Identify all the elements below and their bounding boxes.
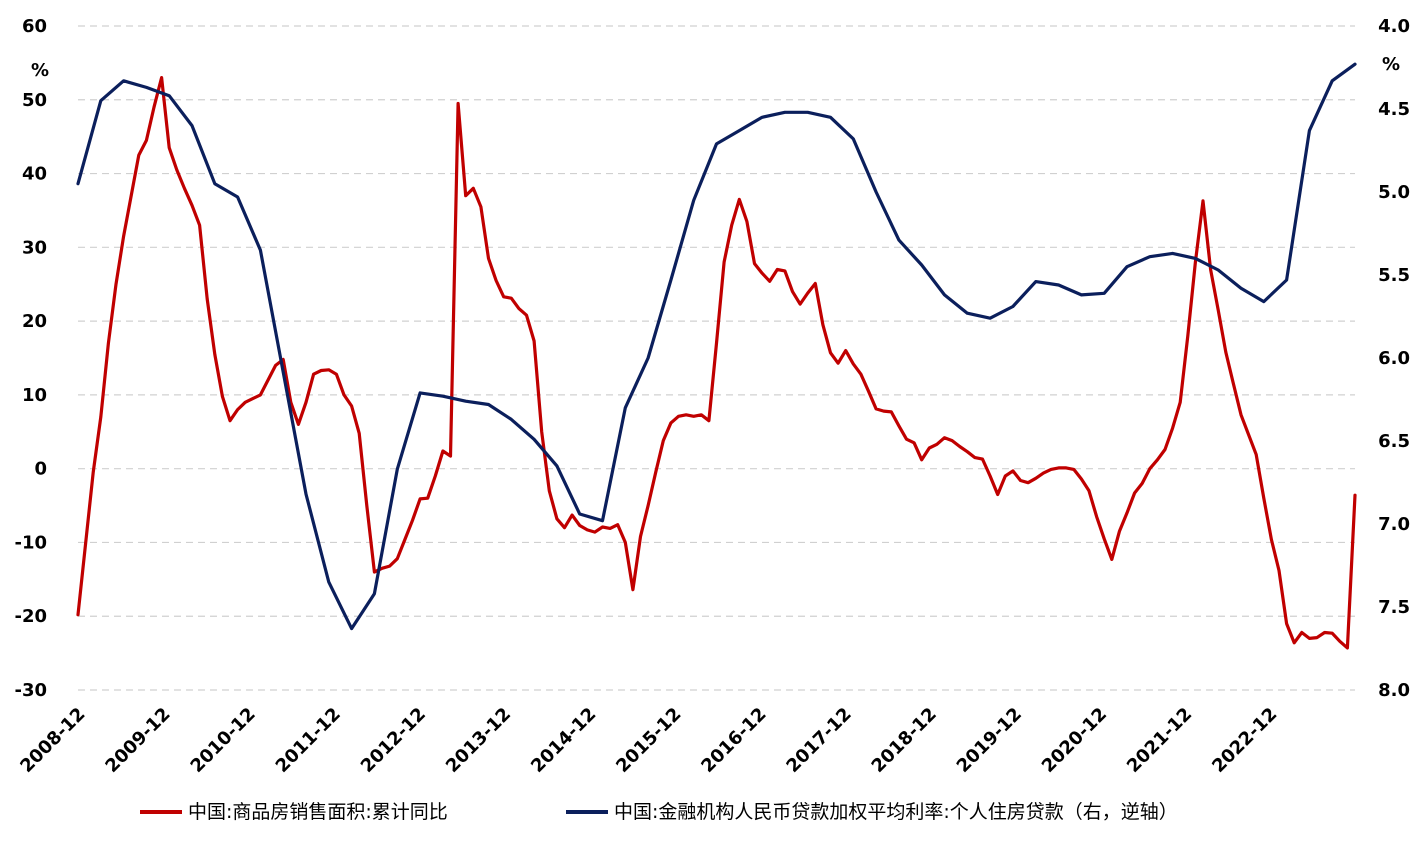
left-tick-label: 0: [34, 459, 47, 480]
series-lines: [76, 62, 1357, 650]
x-tick-label: 2021-12: [1123, 704, 1196, 777]
x-tick-label: 2018-12: [868, 704, 941, 777]
left-tick-label: 30: [22, 237, 47, 258]
series-line-sales-area-yoy: [76, 76, 1357, 650]
right-tick-label: 6.5: [1378, 431, 1410, 452]
left-tick-label: -20: [14, 606, 47, 627]
right-tick-label: 7.5: [1378, 597, 1410, 618]
x-tick-label: 2009-12: [101, 704, 174, 777]
left-axis-ticks: 60 50 40 30 20 10 0 -10 -20 -30: [14, 16, 47, 701]
legend-label-sales: 中国:商品房销售面积:累计同比: [188, 801, 448, 823]
x-tick-label: 2008-12: [16, 704, 89, 777]
grid-lines: [78, 25, 1355, 691]
x-tick-label: 2011-12: [272, 704, 345, 777]
x-tick-label: 2016-12: [697, 704, 770, 777]
x-tick-label: 2012-12: [357, 704, 430, 777]
series-line-mortgage-rate: [76, 62, 1357, 631]
x-tick-label: 2010-12: [187, 704, 260, 777]
x-tick-label: 2019-12: [953, 704, 1026, 777]
left-tick-label: 50: [22, 90, 47, 111]
legend: 中国:商品房销售面积:累计同比 中国:金融机构人民币贷款加权平均利率:个人住房贷…: [140, 801, 1178, 823]
x-tick-label: 2014-12: [527, 704, 600, 777]
x-tick-label: 2020-12: [1038, 704, 1111, 777]
right-tick-label: 8.0: [1378, 680, 1410, 701]
left-tick-label: 60: [22, 16, 47, 37]
x-tick-label: 2017-12: [782, 704, 855, 777]
left-tick-label: 10: [22, 385, 47, 406]
legend-label-mortgage-rate: 中国:金融机构人民币贷款加权平均利率:个人住房贷款（右，逆轴）: [614, 801, 1178, 823]
right-axis-unit: %: [1382, 54, 1400, 75]
right-tick-label: 4.5: [1378, 99, 1410, 120]
left-tick-label: -30: [14, 680, 47, 701]
x-tick-label: 2015-12: [612, 704, 685, 777]
right-tick-label: 7.0: [1378, 514, 1410, 535]
right-tick-label: 6.0: [1378, 348, 1410, 369]
left-axis-unit: %: [31, 60, 49, 81]
left-tick-label: 40: [22, 164, 47, 185]
left-tick-label: 20: [22, 311, 47, 332]
x-tick-label: 2022-12: [1208, 704, 1281, 777]
right-tick-label: 4.0: [1378, 16, 1410, 37]
right-axis-ticks: 4.0 4.5 5.0 5.5 6.0 6.5 7.0 7.5 8.0: [1378, 16, 1410, 701]
x-tick-label: 2013-12: [442, 704, 515, 777]
left-tick-label: -10: [14, 532, 47, 553]
right-tick-label: 5.5: [1378, 265, 1410, 286]
x-axis-ticks: 2008-12 2009-12 2010-12 2011-12 2012-12 2013-…: [16, 704, 1281, 777]
right-tick-label: 5.0: [1378, 182, 1410, 203]
